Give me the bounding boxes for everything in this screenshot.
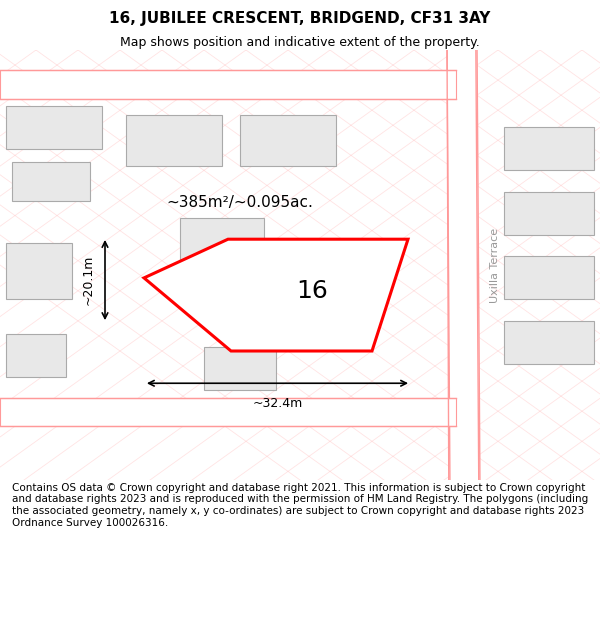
Polygon shape xyxy=(204,347,276,390)
Polygon shape xyxy=(240,114,336,166)
Polygon shape xyxy=(12,162,90,201)
Polygon shape xyxy=(0,70,456,99)
Polygon shape xyxy=(504,127,594,171)
Text: ~385m²/~0.095ac.: ~385m²/~0.095ac. xyxy=(167,195,313,210)
Text: 16, JUBILEE CRESCENT, BRIDGEND, CF31 3AY: 16, JUBILEE CRESCENT, BRIDGEND, CF31 3AY xyxy=(109,11,491,26)
Text: ~20.1m: ~20.1m xyxy=(81,255,94,305)
Polygon shape xyxy=(144,239,408,351)
Polygon shape xyxy=(0,398,456,426)
Text: Contains OS data © Crown copyright and database right 2021. This information is : Contains OS data © Crown copyright and d… xyxy=(12,483,588,528)
Polygon shape xyxy=(126,114,222,166)
Text: Uxilla Terrace: Uxilla Terrace xyxy=(490,228,500,302)
Polygon shape xyxy=(504,256,594,299)
Text: 16: 16 xyxy=(296,279,328,302)
Polygon shape xyxy=(6,334,66,377)
Polygon shape xyxy=(447,41,480,489)
Polygon shape xyxy=(6,106,102,149)
Polygon shape xyxy=(6,244,72,299)
Polygon shape xyxy=(180,217,264,265)
Polygon shape xyxy=(504,321,594,364)
Text: ~32.4m: ~32.4m xyxy=(253,397,302,410)
Polygon shape xyxy=(504,192,594,235)
Text: Map shows position and indicative extent of the property.: Map shows position and indicative extent… xyxy=(120,36,480,49)
